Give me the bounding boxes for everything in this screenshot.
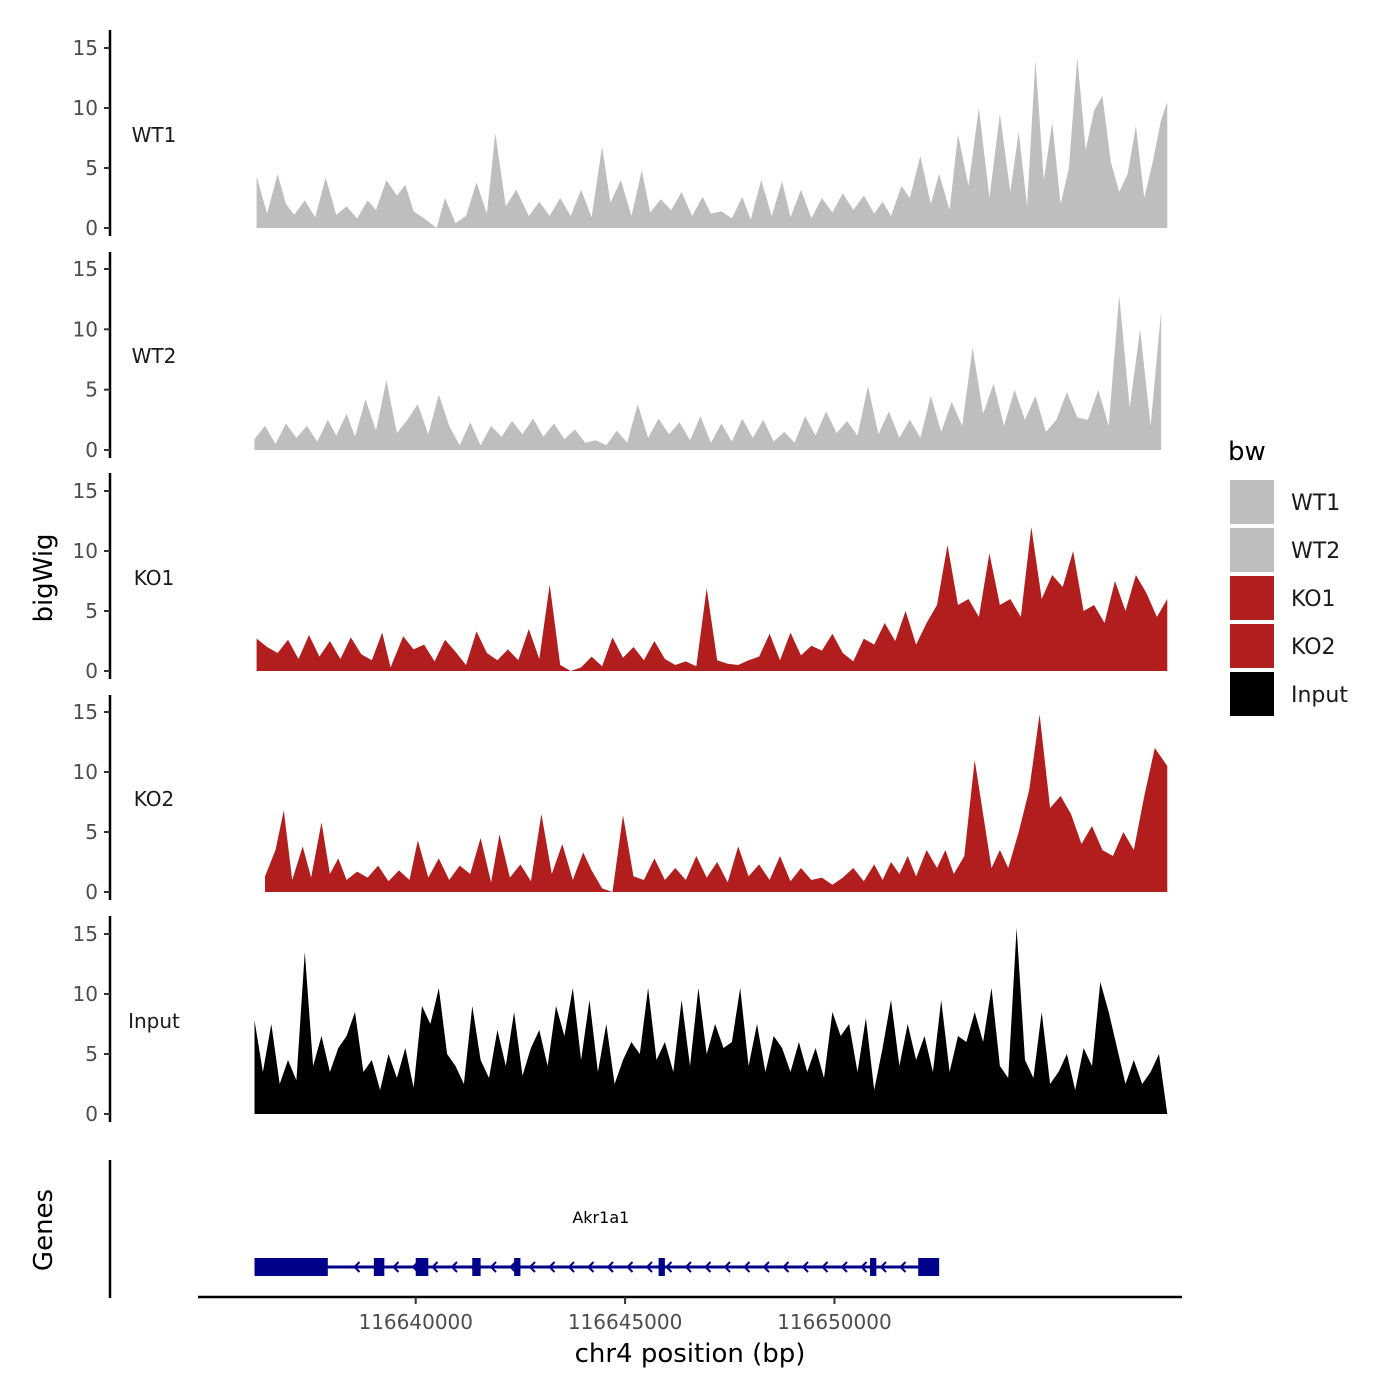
exon bbox=[514, 1258, 521, 1276]
area-input bbox=[254, 928, 1168, 1114]
y-tick-label: 15 bbox=[73, 36, 98, 60]
track-ko2: 0 5 10 15 KO2 bbox=[73, 695, 1168, 904]
x-tick-label: 116640000 bbox=[358, 1310, 473, 1334]
track-wt2: 0 5 10 15 WT2 bbox=[73, 252, 1162, 462]
strand-arrow bbox=[353, 1261, 361, 1273]
exon bbox=[918, 1258, 940, 1276]
strand-arrow bbox=[626, 1261, 634, 1273]
area-ko1 bbox=[256, 527, 1168, 671]
y-tick-label: 15 bbox=[73, 700, 98, 724]
track-label-input: Input bbox=[128, 1009, 180, 1033]
strand-arrow bbox=[723, 1261, 731, 1273]
track-label-wt2: WT2 bbox=[132, 344, 177, 368]
strand-arrow bbox=[801, 1261, 809, 1273]
strand-arrow bbox=[431, 1261, 439, 1273]
strand-arrow bbox=[645, 1261, 653, 1273]
strand-arrow bbox=[743, 1261, 751, 1273]
strand-arrow bbox=[782, 1261, 790, 1273]
legend-key-ko2 bbox=[1230, 624, 1274, 668]
y-tick-label: 5 bbox=[85, 156, 98, 180]
strand-arrow bbox=[821, 1261, 829, 1273]
area-wt1 bbox=[256, 57, 1168, 228]
strand-arrow bbox=[684, 1261, 692, 1273]
track-label-ko1: KO1 bbox=[134, 566, 175, 590]
track-wt1: 0 5 10 15 WT1 bbox=[73, 30, 1168, 240]
y-tick-label: 10 bbox=[73, 539, 98, 563]
strand-arrow bbox=[860, 1261, 868, 1273]
strand-arrow bbox=[548, 1261, 556, 1273]
y-tick-label: 5 bbox=[85, 378, 98, 402]
strand-arrow bbox=[840, 1261, 848, 1273]
legend-key-wt2 bbox=[1230, 528, 1274, 572]
exon bbox=[415, 1258, 429, 1276]
exon bbox=[870, 1258, 877, 1276]
x-tick-label: 116650000 bbox=[777, 1310, 892, 1334]
strand-arrow bbox=[587, 1261, 595, 1273]
strand-arrow bbox=[509, 1261, 517, 1273]
strand-arrow bbox=[528, 1261, 536, 1273]
legend-key-input bbox=[1230, 672, 1274, 716]
strand-arrow bbox=[392, 1261, 400, 1273]
y-tick-label: 15 bbox=[73, 479, 98, 503]
gene-name-label: Akr1a1 bbox=[572, 1208, 629, 1227]
legend-label-wt2: WT2 bbox=[1291, 539, 1340, 564]
x-axis: 116640000 116645000 116650000 bbox=[198, 1295, 1182, 1334]
y-tick-label: 5 bbox=[85, 820, 98, 844]
track-input: 0 5 10 15 Input bbox=[73, 916, 1168, 1126]
track-ko1: 0 5 10 15 KO1 bbox=[73, 473, 1168, 683]
area-wt2 bbox=[254, 295, 1162, 450]
gene-track-title: Genes bbox=[29, 1189, 59, 1271]
legend-key-wt1 bbox=[1230, 480, 1274, 524]
exon bbox=[254, 1258, 328, 1276]
y-tick-label: 15 bbox=[73, 922, 98, 946]
signal-tracks: 0 5 10 15 WT1 0 5 10 15 WT2 0 5 10 15 KO1 0 5 10 15 KO2 0 5 10… bbox=[73, 30, 1168, 1126]
strand-arrow bbox=[704, 1261, 712, 1273]
exon bbox=[373, 1258, 385, 1276]
area-ko2 bbox=[265, 714, 1168, 892]
legend-label-wt1: WT1 bbox=[1291, 491, 1340, 516]
y-tick-label: 10 bbox=[73, 317, 98, 341]
strand-arrow bbox=[567, 1261, 575, 1273]
y-tick-label: 10 bbox=[73, 96, 98, 120]
strand-arrow bbox=[899, 1261, 907, 1273]
exon bbox=[658, 1258, 665, 1276]
y-tick-label: 10 bbox=[73, 760, 98, 784]
legend-title: bw bbox=[1228, 437, 1266, 467]
x-tick-label: 116645000 bbox=[568, 1310, 683, 1334]
y-tick-label: 0 bbox=[85, 216, 98, 240]
track-label-wt1: WT1 bbox=[132, 123, 177, 147]
gene-panel: Akr1a1 bbox=[108, 1160, 940, 1298]
strand-arrow bbox=[489, 1261, 497, 1273]
y-tick-label: 0 bbox=[85, 880, 98, 904]
strand-arrow bbox=[665, 1261, 673, 1273]
y-axis-title: bigWig bbox=[29, 533, 59, 622]
legend-key-ko1 bbox=[1230, 576, 1274, 620]
strand-arrow bbox=[450, 1261, 458, 1273]
strand-arrow bbox=[606, 1261, 614, 1273]
y-tick-label: 5 bbox=[85, 599, 98, 623]
exon bbox=[472, 1258, 481, 1276]
y-tick-label: 0 bbox=[85, 438, 98, 462]
track-label-ko2: KO2 bbox=[134, 787, 175, 811]
x-axis-title: chr4 position (bp) bbox=[575, 1339, 806, 1369]
strand-arrow bbox=[762, 1261, 770, 1273]
legend-label-input: Input bbox=[1291, 683, 1348, 708]
y-tick-label: 5 bbox=[85, 1042, 98, 1066]
y-tick-label: 15 bbox=[73, 257, 98, 281]
legend-label-ko2: KO2 bbox=[1291, 635, 1336, 660]
y-tick-label: 0 bbox=[85, 659, 98, 683]
strand-arrow bbox=[879, 1261, 887, 1273]
y-tick-label: 10 bbox=[73, 982, 98, 1006]
legend: bw WT1 WT2 KO1 KO2 Input bbox=[1228, 437, 1348, 716]
y-tick-label: 0 bbox=[85, 1102, 98, 1126]
legend-label-ko1: KO1 bbox=[1291, 587, 1336, 612]
